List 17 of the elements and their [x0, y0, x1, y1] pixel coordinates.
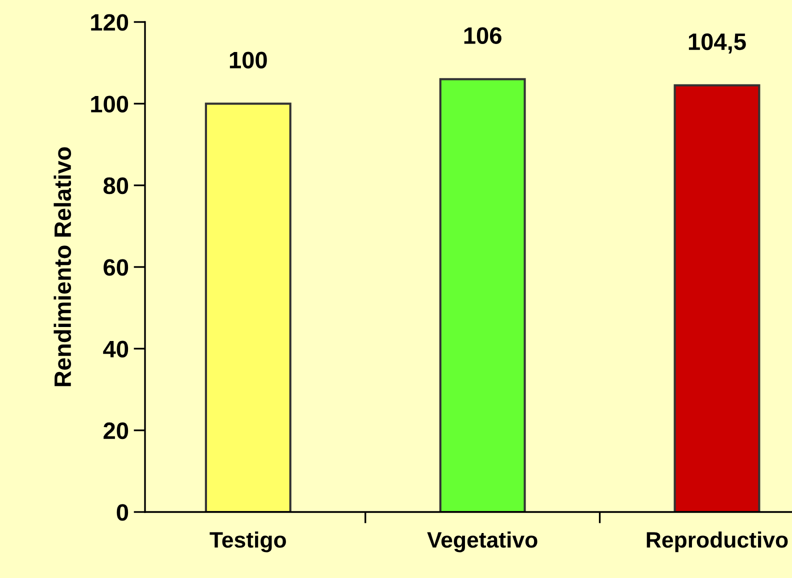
- bar: [674, 84, 760, 512]
- x-tick-label: Testigo: [210, 531, 286, 552]
- y-tick-label: 20: [104, 422, 128, 440]
- y-tick-label: 120: [91, 14, 128, 31]
- y-tick-label: 40: [103, 340, 128, 358]
- y-tick-label: 100: [91, 96, 128, 112]
- y-tick-label: 0: [116, 504, 128, 521]
- data-label: 104,5: [688, 33, 746, 54]
- x-tick-label: Vegetativo: [427, 531, 538, 552]
- bar: [439, 78, 526, 512]
- data-label: 106: [464, 27, 502, 44]
- x-tick-label: Reproductivo: [646, 531, 788, 552]
- bar: [204, 102, 292, 512]
- y-tick-label: 60: [104, 259, 128, 276]
- y-axis-title: Rendimiento Relativo: [54, 147, 72, 386]
- y-tick-label: 80: [104, 177, 128, 194]
- data-label: 100: [230, 52, 267, 68]
